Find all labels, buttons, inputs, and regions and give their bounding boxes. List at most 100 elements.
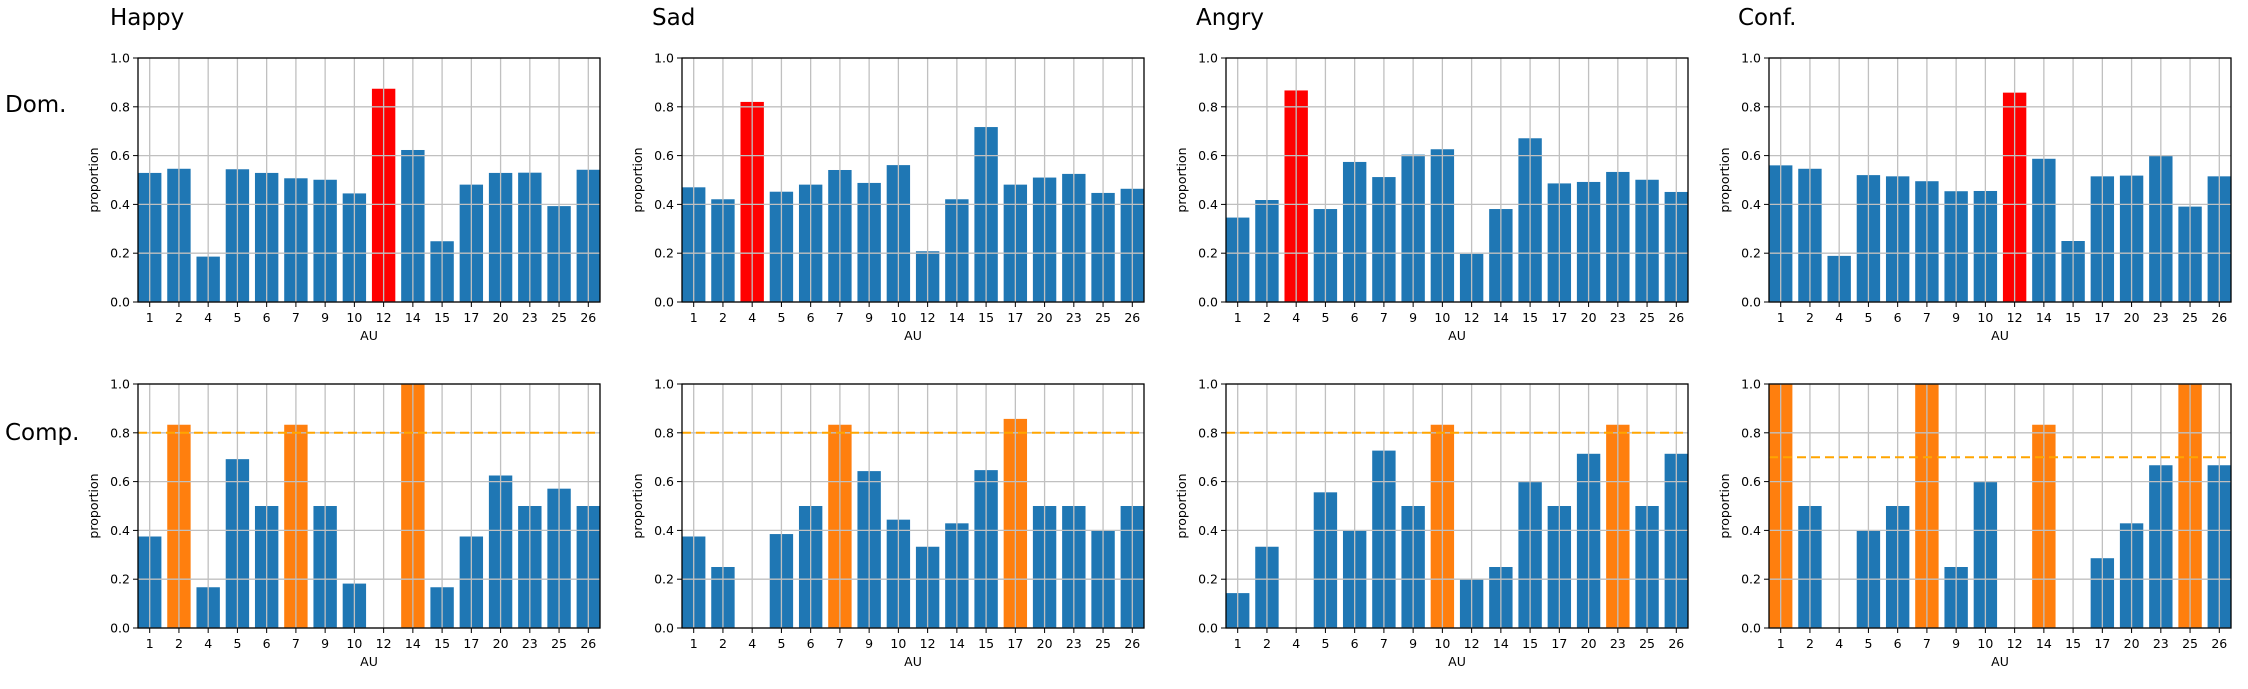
y-tick-label: 1.0 [1741,51,1761,66]
x-tick-label: 5 [233,310,241,325]
x-tick-label: 9 [865,636,873,651]
x-tick-label: 5 [1864,636,1872,651]
x-tick-label: 5 [777,310,785,325]
x-tick-label: 12 [2007,636,2023,651]
y-axis-label: proportion [630,473,645,538]
x-tick-label: 9 [321,310,329,325]
x-tick-label: 26 [2211,636,2227,651]
x-tick-label: 2 [1806,310,1814,325]
subplot-7: 0.00.20.40.60.81.01 2 4 5 6 7 9 10 12 14 15 17 20 23 2… [1174,377,1689,669]
x-tick-label: 25 [1639,636,1655,651]
y-tick-label: 1.0 [110,51,130,66]
column-title-angry: Angry [1196,5,1264,31]
y-tick-label: 0.8 [1198,99,1218,114]
y-tick-label: 0.8 [110,99,130,114]
y-tick-label: 1.0 [110,377,130,392]
x-tick-label: 2 [1263,310,1271,325]
y-tick-label: 0.4 [110,523,130,538]
subplot-5: 0.00.20.40.60.81.01 2 4 5 6 7 9 10 12 14 15 17 20 23 2… [86,377,601,669]
x-tick-label: 4 [1835,310,1843,325]
x-tick-label: 2 [719,310,727,325]
y-tick-label: 0.8 [1741,425,1761,440]
y-tick-label: 0.4 [1198,197,1218,212]
x-tick-label: 5 [1321,636,1329,651]
column-title-happy: Happy [110,5,184,31]
x-tick-label: 20 [1037,636,1053,651]
x-tick-label: 15 [2065,636,2081,651]
x-tick-label: 12 [1464,636,1480,651]
x-tick-label: 5 [1864,310,1872,325]
x-tick-label: 23 [2153,636,2169,651]
x-tick-label: 23 [1610,636,1626,651]
y-tick-label: 0.2 [110,246,130,261]
y-tick-label: 0.2 [1741,572,1761,587]
row-label-dom: Dom. [5,92,67,118]
x-tick-label: 20 [493,310,509,325]
subplot-8: 0.00.20.40.60.81.01 2 4 5 6 7 9 10 12 14 15 17 20 23 2… [1717,377,2232,669]
x-tick-label: 9 [865,310,873,325]
y-axis-label: proportion [1174,473,1189,538]
y-tick-label: 0.2 [1198,246,1218,261]
x-tick-label: 4 [748,636,756,651]
x-tick-label: 14 [1493,636,1509,651]
x-tick-label: 14 [2036,636,2052,651]
x-tick-label: 2 [719,636,727,651]
y-tick-label: 0.6 [110,148,130,163]
x-tick-label: 15 [1522,636,1538,651]
x-tick-label: 10 [1434,310,1450,325]
x-axis-label: AU [904,654,922,669]
x-tick-label: 17 [1551,636,1567,651]
x-tick-label: 4 [1292,636,1300,651]
y-tick-label: 1.0 [654,377,674,392]
y-tick-label: 0.8 [1741,99,1761,114]
y-tick-label: 0.6 [1741,148,1761,163]
x-tick-label: 7 [836,310,844,325]
x-tick-label: 4 [1292,310,1300,325]
x-tick-label: 6 [263,310,271,325]
column-title-sad: Sad [652,5,695,31]
x-tick-label: 10 [1977,310,1993,325]
x-tick-label: 12 [920,636,936,651]
subplot-3: 0.00.20.40.60.81.01 2 4 5 6 7 9 10 12 14 15 17 20 23 2… [1174,51,1689,343]
x-tick-label: 10 [890,636,906,651]
x-tick-label: 1 [1777,636,1785,651]
y-axis-label: proportion [86,473,101,538]
x-tick-label: 6 [807,310,815,325]
x-axis-label: AU [1448,654,1466,669]
x-tick-label: 20 [2124,636,2140,651]
x-tick-label: 2 [175,310,183,325]
x-axis-label: AU [360,328,378,343]
y-tick-label: 0.6 [1198,474,1218,489]
x-tick-label: 20 [1581,636,1597,651]
x-tick-label: 14 [405,310,421,325]
y-tick-label: 0.0 [654,621,674,636]
subplot-4: 0.00.20.40.60.81.01 2 4 5 6 7 9 10 12 14 15 17 20 23 2… [1717,51,2232,343]
x-tick-label: 26 [2211,310,2227,325]
x-tick-label: 15 [1522,310,1538,325]
x-tick-label: 6 [263,636,271,651]
x-tick-label: 25 [551,310,567,325]
y-tick-label: 0.6 [110,474,130,489]
x-tick-label: 15 [434,310,450,325]
x-tick-label: 2 [1806,636,1814,651]
x-tick-label: 25 [1095,636,1111,651]
x-tick-label: 25 [2182,310,2198,325]
x-tick-label: 4 [1835,636,1843,651]
x-tick-label: 9 [1952,636,1960,651]
y-tick-label: 0.0 [1198,295,1218,310]
column-title-conf: Conf. [1738,5,1796,31]
x-tick-label: 5 [1321,310,1329,325]
x-tick-label: 10 [346,636,362,651]
x-axis-label: AU [904,328,922,343]
y-axis-label: proportion [1174,147,1189,212]
x-axis-label: AU [360,654,378,669]
y-tick-label: 0.0 [110,621,130,636]
x-tick-label: 17 [463,310,479,325]
x-tick-label: 17 [1551,310,1567,325]
subplot-2: 0.00.20.40.60.81.01 2 4 5 6 7 9 10 12 14 15 17 20 23 2… [630,51,1145,343]
y-tick-label: 0.2 [654,246,674,261]
y-tick-label: 0.0 [1741,295,1761,310]
x-tick-label: 1 [1777,310,1785,325]
y-tick-label: 0.0 [654,295,674,310]
y-tick-label: 1.0 [1741,377,1761,392]
